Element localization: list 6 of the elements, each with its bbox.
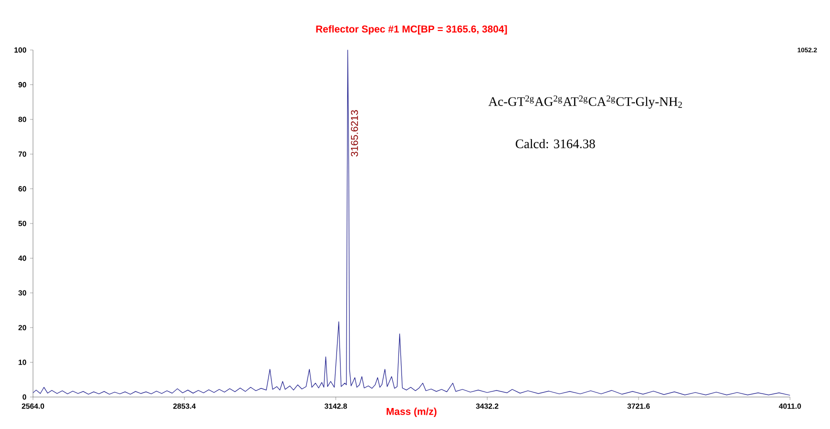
text: Ac-GT$^{2g}$AG$^{2g}$AT$^{2g}$CA$^{2g}$CT-Gly-NH$_{2}$ [488, 95, 682, 109]
x-axis-title: Mass (m/z) [386, 408, 436, 417]
annotation: Calcd: 3164.38 [516, 139, 595, 148]
annotation: 3165.6213 [350, 110, 358, 156]
line-series [32, 50, 790, 396]
chart-title: Reflector Spec #1 MC[BP = 3165.6, 3804] [316, 25, 507, 35]
